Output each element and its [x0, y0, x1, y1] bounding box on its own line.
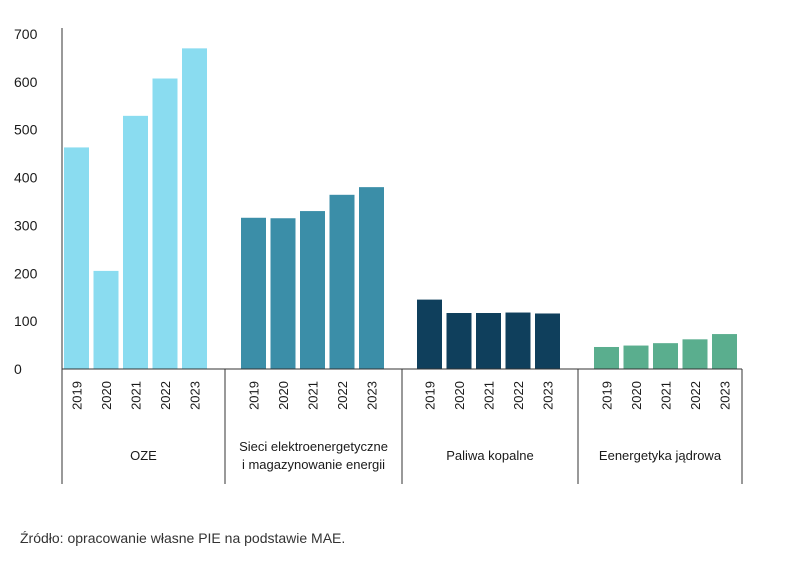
bar — [64, 147, 89, 369]
x-tick-label: 2023 — [188, 381, 203, 410]
y-tick-label: 100 — [14, 313, 38, 329]
x-tick-label: 2022 — [511, 381, 526, 410]
x-tick-label: 2022 — [335, 381, 350, 410]
y-tick-label: 200 — [14, 265, 38, 281]
y-tick-label: 700 — [14, 26, 38, 42]
x-tick-label: 2021 — [659, 381, 674, 410]
x-tick-label: 2021 — [482, 381, 497, 410]
bar — [417, 299, 442, 369]
y-tick-label: 300 — [14, 217, 38, 233]
group-label: OZE — [130, 448, 157, 463]
bar — [505, 312, 531, 369]
x-tick-label: 2022 — [158, 381, 173, 410]
x-tick-label: 2019 — [600, 381, 615, 410]
y-axis: 0 100 200 300 400 500 600 700 — [14, 26, 63, 377]
bar — [123, 115, 148, 369]
bar — [535, 313, 560, 369]
y-tick-label: 0 — [14, 361, 22, 377]
group-label: Eenergetyka jądrowa — [599, 448, 722, 463]
x-tick-label: 2022 — [688, 381, 703, 410]
y-tick-label: 400 — [14, 170, 38, 186]
y-tick-label: 500 — [14, 122, 38, 138]
x-tick-label: 2019 — [247, 381, 262, 410]
y-tick-label: 600 — [14, 74, 38, 90]
x-tick-label: 2020 — [629, 381, 644, 410]
bar — [653, 343, 678, 369]
bar — [182, 48, 207, 369]
bar — [712, 334, 737, 369]
x-axis: 2019 2020 2021 2022 2023 OZE 2019 2020 2021 2022 2… — [61, 368, 743, 484]
group-label: Sieci elektroenergetyczne — [239, 439, 388, 454]
x-tick-label: 2021 — [306, 381, 321, 410]
bar — [446, 313, 472, 369]
bar — [270, 218, 296, 369]
bar — [623, 345, 649, 369]
bar — [300, 211, 325, 369]
x-tick-label: 2020 — [452, 381, 467, 410]
bar — [152, 78, 178, 369]
bar — [329, 194, 355, 369]
bar — [241, 217, 266, 369]
bar — [93, 270, 119, 369]
bar — [359, 187, 384, 369]
x-tick-label: 2023 — [718, 381, 733, 410]
x-tick-label: 2023 — [541, 381, 556, 410]
group-label: i magazynowanie energii — [242, 457, 385, 472]
bar — [682, 339, 708, 369]
x-tick-label: 2023 — [365, 381, 380, 410]
bars — [64, 48, 737, 369]
x-tick-label: 2021 — [129, 381, 144, 410]
x-tick-label: 2020 — [276, 381, 291, 410]
bar — [594, 346, 619, 369]
group-label: Paliwa kopalne — [446, 448, 533, 463]
x-tick-label: 2019 — [70, 381, 85, 410]
x-tick-label: 2019 — [423, 381, 438, 410]
bar — [476, 313, 501, 369]
x-tick-label: 2020 — [99, 381, 114, 410]
source-note: Źródło: opracowanie własne PIE na podsta… — [20, 530, 346, 546]
